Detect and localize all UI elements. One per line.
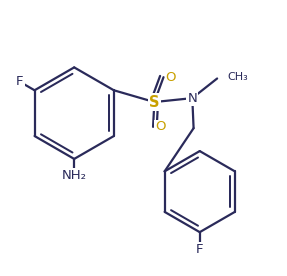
Text: NH₂: NH₂: [62, 169, 87, 182]
Text: O: O: [155, 120, 166, 133]
Text: F: F: [196, 243, 203, 256]
Text: N: N: [187, 92, 197, 105]
Text: O: O: [166, 71, 176, 84]
Text: F: F: [16, 75, 24, 88]
Text: CH₃: CH₃: [227, 72, 248, 82]
Text: S: S: [149, 95, 160, 110]
